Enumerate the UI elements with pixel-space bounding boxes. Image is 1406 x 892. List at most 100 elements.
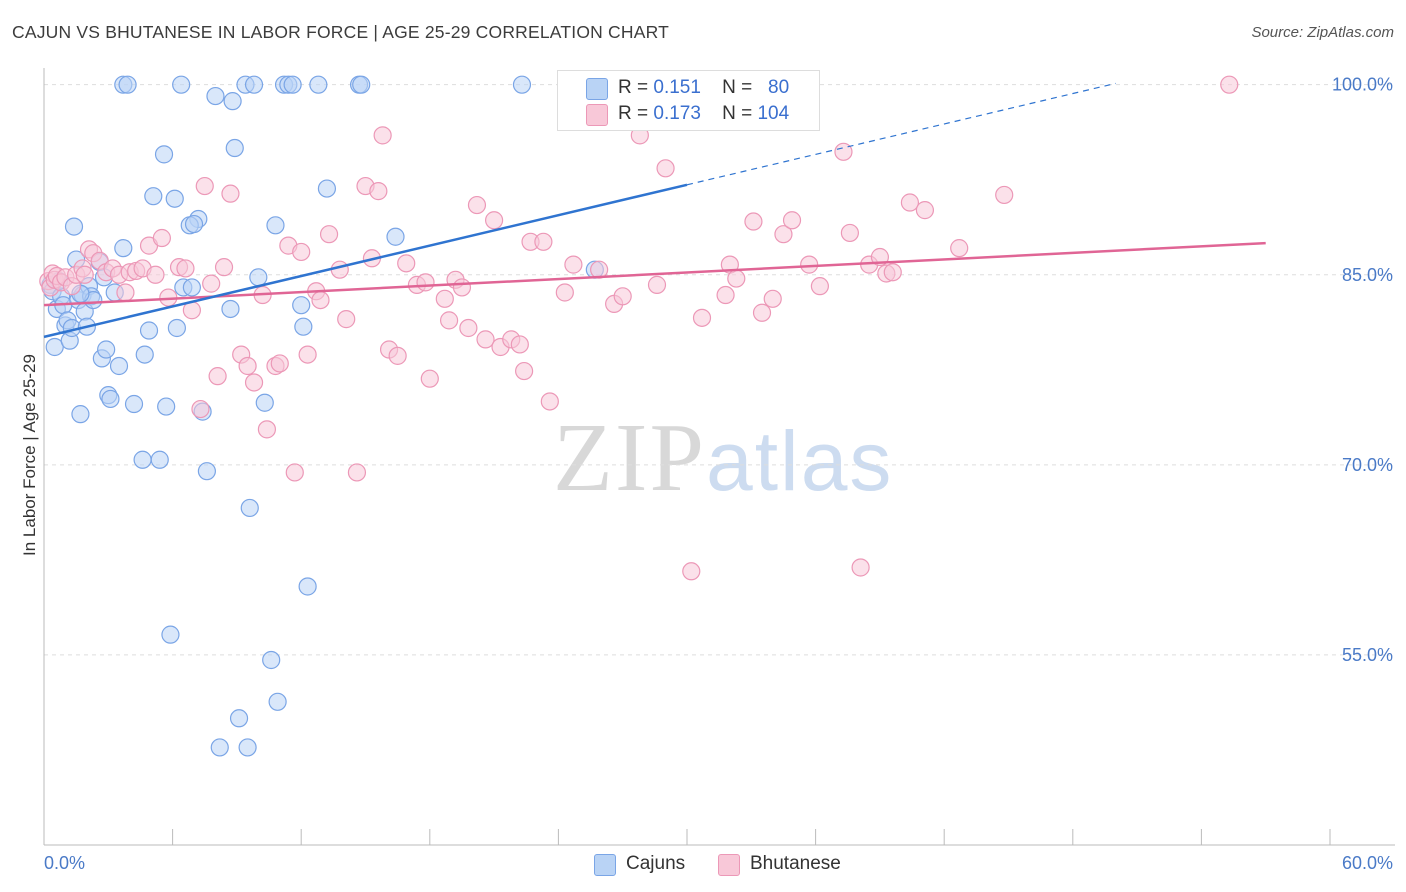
bhutanese-point [152,228,171,248]
bhutanese-point [834,142,853,161]
cajun-point [97,340,116,359]
cajun-point [221,299,240,319]
bhutanese-point [298,345,317,364]
cajun-swatch [594,854,616,876]
bhutanese-point [727,269,746,288]
bhutanese-point [485,211,504,230]
bhutanese-point [191,399,210,419]
bhutanese-point [656,159,675,178]
bhutanese-point [682,562,701,581]
bhutanese-point [915,201,935,220]
bhutanese-point [420,369,439,388]
y-tick-label: 85.0% [1342,265,1393,285]
bhutanese-point [202,274,221,293]
cajun-point [101,389,120,409]
bhutanese-point [950,239,969,258]
cajun-trend-line [43,183,688,339]
cajun-point [225,138,244,158]
n-value: 104 [757,103,790,124]
bhutanese-point [330,260,349,279]
bhutanese-point [311,290,330,310]
bhutanese-point [534,232,553,251]
bhutanese-point [319,225,339,244]
chart-title: CAJUN VS BHUTANESE IN LABOR FORCE | AGE … [12,22,670,42]
cajun-point [249,268,268,287]
bhutanese-point [647,275,667,294]
cajun-point [229,709,249,728]
cajun-point [144,187,163,206]
bhutanese-point [176,259,195,278]
cajun-point [317,179,337,198]
bhutanese-point [244,373,264,392]
bhutanese-point [564,255,583,274]
tick-labels: 55.0% 70.0% 85.0% 100.0% 0.0% 60.0% [44,75,1393,873]
bhutanese-point [195,176,214,196]
bhutanese-point [900,193,920,212]
cajun-point [294,317,313,336]
bhutanese-swatch [718,854,740,876]
trend-lines [43,82,1266,339]
bhutanese-point [116,283,135,302]
cajun-point [118,75,137,94]
n-label: N = [722,103,753,124]
cajun-point [210,738,229,757]
bhutanese-point [851,558,870,577]
bhutanese-point [540,392,559,411]
cajun-point [309,75,328,94]
bhutanese-point [810,277,829,296]
cajun-point [206,86,225,106]
bhutanese-point [208,367,227,386]
bhutanese-point [435,289,454,308]
cajun-point [298,577,317,596]
bhutanese-point [292,242,311,262]
bhutanese-point [257,420,277,439]
cajun-point [292,296,311,315]
n-label: N = [722,77,753,98]
watermark: ZIPatlas [553,400,893,514]
x-tick-label: 60.0% [1342,853,1393,873]
cajun-point [71,405,90,424]
bhutanese-point [613,287,632,306]
cajun-point [238,738,257,757]
cajun-point [167,318,186,338]
legend-label-bhutanese: Bhutanese [750,853,841,874]
r-value: 0.173 [653,103,701,124]
cajun-point [244,75,264,94]
bhutanese-point [883,263,902,282]
cajun-point [139,321,159,340]
bhutanese-point [459,318,478,338]
bhutanese-points [39,75,1239,581]
cajun-point [268,692,287,711]
y-tick-label: 70.0% [1342,455,1393,475]
cajun-point [150,450,169,469]
cajun-point [154,145,174,164]
cajun-point [172,75,191,94]
r-label: R = [618,77,649,98]
bhutanese-point [774,225,793,244]
bhutanese-point [752,303,772,322]
bhutanese-point [1220,75,1239,94]
bhutanese-point [270,354,289,373]
legend-label-cajuns: Cajuns [626,853,686,874]
bhutanese-point [369,182,388,201]
bhutanese-trend-line [43,241,1266,307]
bhutanese-point [555,283,574,302]
bhutanese-point [214,258,234,277]
watermark-atlas: atlas [706,414,894,508]
y-tick-label: 100.0% [1332,75,1393,95]
bhutanese-point [238,356,257,376]
bhutanese-point [388,346,407,365]
bhutanese-point [397,254,416,273]
cajun-point [114,239,133,258]
cajun-point [109,356,129,376]
bhutanese-point [337,310,356,329]
bhutanese-point [75,265,94,284]
cajun-point [133,450,152,469]
y-tick-label: 55.0% [1342,645,1393,665]
cajun-point [240,498,259,518]
bhutanese-point [840,223,859,243]
bhutanese-point [510,335,529,354]
cajun-point [124,394,144,414]
bhutanese-point [692,308,712,327]
bhutanese-point [439,311,459,330]
